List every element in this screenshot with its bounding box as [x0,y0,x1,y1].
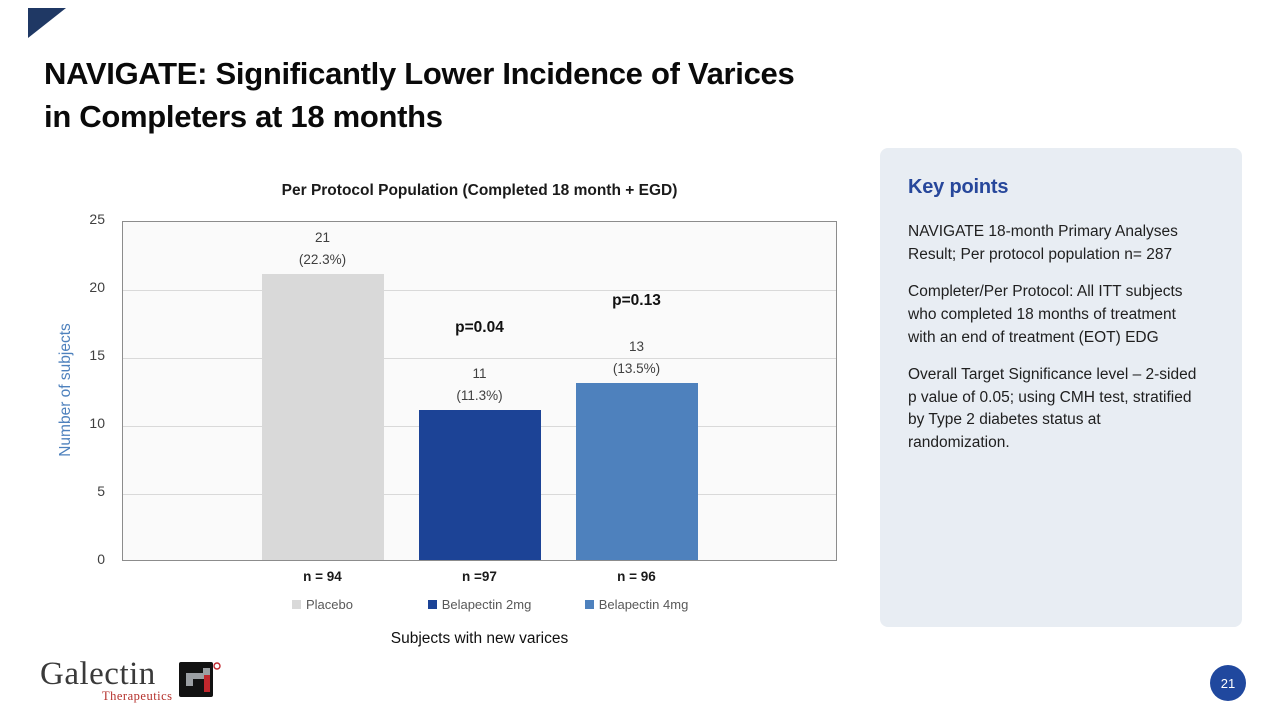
bar-value-label: 13 (13.5%) [613,336,660,379]
n-label-belapectin-4mg: n = 96 [617,569,656,584]
chart-title: Per Protocol Population (Completed 18 mo… [281,182,678,199]
legend-label: Belapectin 4mg [598,597,689,612]
y-tick-label: 10 [89,415,105,431]
bar-group-placebo: 21 (22.3%) [244,222,401,560]
legend-item-belapectin-4mg: Belapectin 4mg [558,597,715,612]
chart-legend: Placebo Belapectin 2mg Belapectin 4mg [122,597,837,612]
bar-count: 13 [628,339,645,355]
legend-item-placebo: Placebo [244,597,401,612]
legend-item-belapectin-2mg: Belapectin 2mg [401,597,558,612]
gt-monogram-icon [179,658,223,705]
bar-count: 11 [472,366,487,382]
page-number: 21 [1220,675,1236,691]
bar-columns: 21 (22.3%) p=0.04 11 (11.3%) p=0.13 13 (… [123,222,836,560]
slide-title-line2: in Completers at 18 months [44,99,443,134]
bar-group-belapectin-4mg: p=0.13 13 (13.5%) [558,222,715,560]
bar-belapectin-4mg [575,383,698,560]
key-points-panel: Key points NAVIGATE 18-month Primary Ana… [880,148,1242,627]
bar-percent: (22.3%) [298,251,347,267]
bar-percent: (13.5%) [612,360,661,376]
y-tick-label: 15 [89,347,105,363]
slide-title-line1: NAVIGATE: Significantly Lower Incidence … [44,56,795,91]
corner-accent-triangle [28,8,66,38]
legend-swatch-belapectin-4mg [584,600,594,609]
gridline [123,290,836,291]
y-tick-label: 0 [97,551,105,567]
page-number-badge: 21 [1210,665,1246,701]
p-value-label: p=0.04 [455,319,504,337]
n-label-placebo: n = 94 [303,569,342,584]
gridline [123,358,836,359]
legend-swatch-belapectin-2mg [427,600,437,609]
slide-title: NAVIGATE: Significantly Lower Incidence … [44,52,884,138]
galectin-logo: Galectin Therapeutics [40,656,240,708]
bar-belapectin-2mg [418,410,541,560]
y-axis-ticks: 0 5 10 15 20 25 [70,211,114,567]
y-tick-label: 25 [89,211,105,227]
y-tick-label: 5 [97,483,105,499]
bar-placebo [261,274,384,560]
bar-group-belapectin-2mg: p=0.04 11 (11.3%) [401,222,558,560]
p-value-label: p=0.13 [612,292,661,310]
bar-percent: (11.3%) [456,387,503,403]
logo-wordmark: Galectin [40,656,156,692]
bar-count: 21 [314,230,331,246]
x-axis-title: Subjects with new varices [390,630,569,647]
key-point-paragraph: Completer/Per Protocol: All ITT subjects… [908,283,1183,346]
key-point-paragraph: NAVIGATE 18-month Primary Analyses Resul… [908,223,1178,263]
legend-swatch-placebo [292,600,301,609]
bar-value-label: 21 (22.3%) [299,227,346,270]
legend-label: Belapectin 2mg [441,597,532,612]
n-labels-row: n = 94 n =97 n = 96 [122,569,837,584]
bar-value-label: 11 (11.3%) [456,363,502,406]
legend-label: Placebo [306,597,353,612]
key-points-heading: Key points [908,176,1009,198]
logo-subtext: Therapeutics [102,689,173,703]
n-label-belapectin-2mg: n =97 [462,569,497,584]
y-tick-label: 20 [89,279,105,295]
chart-plot-area: 21 (22.3%) p=0.04 11 (11.3%) p=0.13 13 (… [122,221,837,561]
key-point-paragraph: Overall Target Significance level – 2-si… [908,366,1197,451]
